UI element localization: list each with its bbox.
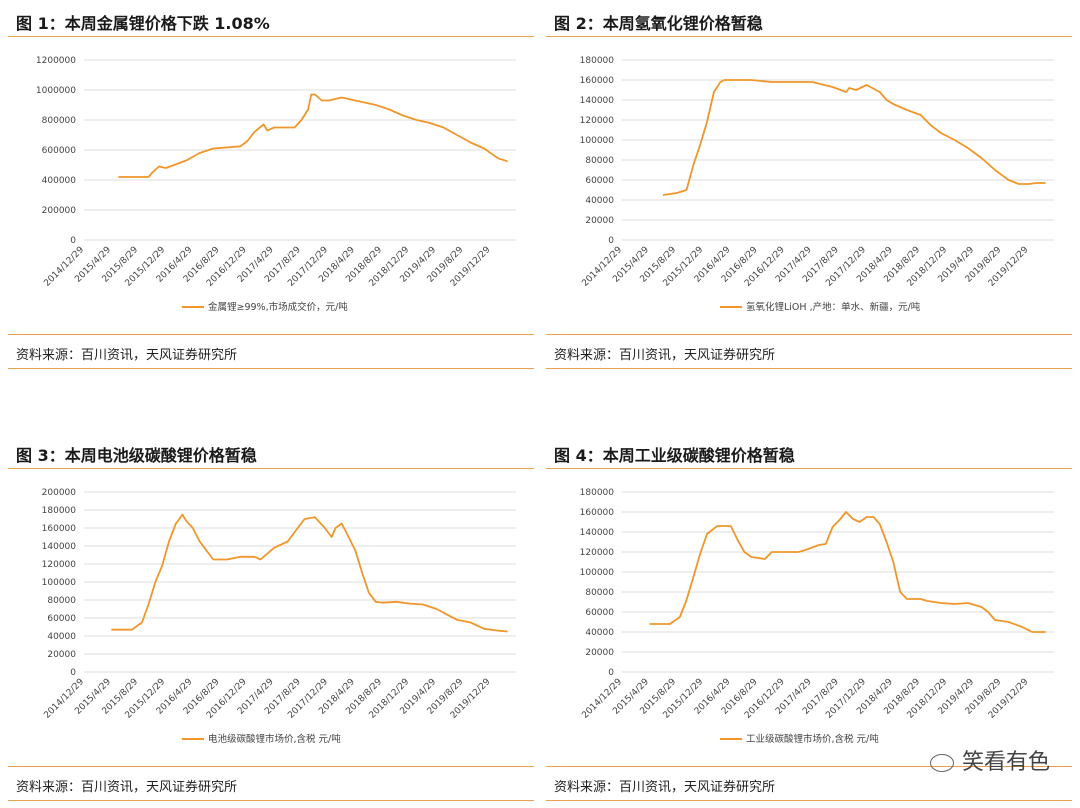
y-tick-label: 60000: [585, 608, 614, 618]
y-tick-label: 120000: [580, 548, 615, 558]
y-tick-label: 80000: [47, 596, 76, 606]
y-tick-label: 140000: [42, 542, 77, 552]
watermark: 笑看有色: [929, 744, 1050, 776]
divider: [546, 36, 1072, 37]
y-tick-label: 0: [608, 668, 614, 678]
figure-panel-2: 图 2：本周氢氧化锂价格暂稳 0 20000 40000 60000 80000 1000…: [546, 0, 1072, 370]
y-tick-label: 0: [608, 236, 614, 246]
series-line: [662, 79, 1046, 196]
legend-label: 金属锂≥99%,市场成交价，元/吨: [208, 301, 348, 313]
y-tick-label: 0: [70, 668, 76, 678]
divider: [8, 766, 534, 767]
divider: [8, 36, 534, 37]
legend-label: 氢氧化锂LiOH ,产地：单水、新疆，元/吨: [746, 301, 921, 313]
y-tick-label: 40000: [585, 196, 614, 206]
y-tick-label: 20000: [47, 650, 76, 660]
y-tick-label: 140000: [580, 96, 615, 106]
divider: [8, 468, 534, 469]
source-note: 资料来源：百川资讯，天风证券研究所: [16, 348, 238, 363]
divider: [8, 334, 534, 335]
y-tick-label: 120000: [42, 560, 77, 570]
y-tick-label: 60000: [585, 176, 614, 186]
y-tick-label: 160000: [42, 524, 77, 534]
divider: [546, 766, 1072, 767]
chart-3: 0 20000 40000 60000 80000 100000 120000 140000 1…: [42, 488, 516, 745]
source-note: 资料来源：百川资讯，天风证券研究所: [554, 348, 776, 363]
watermark-text: 笑看有色: [961, 750, 1050, 775]
divider: [546, 468, 1072, 469]
wechat-icon: [929, 754, 954, 772]
y-tick-label: 800000: [42, 116, 77, 126]
y-tick-label: 1200000: [36, 56, 76, 66]
figure-title: 图 1：本周金属锂价格下跌 1.08%: [16, 14, 270, 33]
y-tick-label: 100000: [580, 136, 615, 146]
figure-title: 图 3：本周电池级碳酸锂价格暂稳: [16, 446, 257, 465]
y-tick-label: 40000: [47, 632, 76, 642]
legend-label: 电池级碳酸锂市场价,含税 元/吨: [208, 733, 341, 745]
y-tick-label: 60000: [47, 614, 76, 624]
series-line: [118, 93, 508, 178]
y-tick-label: 100000: [580, 568, 615, 578]
y-tick-label: 200000: [42, 488, 77, 498]
y-tick-label: 160000: [580, 508, 615, 518]
divider: [546, 800, 1072, 801]
chart-2: 0 20000 40000 60000 80000 100000 120000 140000 1…: [580, 56, 1054, 313]
figure-title: 图 4：本周工业级碳酸锂价格暂稳: [554, 446, 795, 465]
y-tick-label: 120000: [580, 116, 615, 126]
figure-panel-3: 图 3：本周电池级碳酸锂价格暂稳 0 20000 40000 60000 80000 10…: [8, 432, 534, 802]
y-tick-label: 20000: [585, 216, 614, 226]
source-note: 资料来源：百川资讯，天风证券研究所: [16, 780, 238, 795]
y-tick-label: 1000000: [36, 86, 76, 96]
chart-1: 0200000400000600000800000100000012000002…: [36, 56, 516, 313]
y-tick-label: 40000: [585, 628, 614, 638]
y-tick-label: 200000: [42, 206, 77, 216]
chart-4: 0 20000 40000 60000 80000 100000 120000 140000 1…: [580, 488, 1054, 745]
y-tick-label: 180000: [580, 56, 615, 66]
y-tick-label: 400000: [42, 176, 77, 186]
y-tick-label: 160000: [580, 76, 615, 86]
y-tick-label: 180000: [580, 488, 615, 498]
series-line: [111, 513, 508, 633]
figure-title: 图 2：本周氢氧化锂价格暂稳: [554, 14, 763, 33]
y-tick-label: 180000: [42, 506, 77, 516]
figure-panel-4: 图 4：本周工业级碳酸锂价格暂稳 0 20000 40000 60000 80000 10…: [546, 432, 1072, 802]
y-tick-label: 140000: [580, 528, 615, 538]
divider: [546, 334, 1072, 335]
divider: [8, 368, 534, 369]
y-tick-label: 0: [70, 236, 76, 246]
y-tick-label: 80000: [585, 156, 614, 166]
divider: [8, 800, 534, 801]
y-tick-label: 80000: [585, 588, 614, 598]
divider: [546, 368, 1072, 369]
legend-label: 工业级碳酸锂市场价,含税 元/吨: [746, 733, 879, 745]
y-tick-label: 600000: [42, 146, 77, 156]
source-note: 资料来源：百川资讯，天风证券研究所: [554, 780, 776, 795]
y-tick-label: 100000: [42, 578, 77, 588]
series-line: [649, 511, 1046, 633]
figure-panel-1: 图 1：本周金属锂价格下跌 1.08% 0 200000 400000 600000 8…: [8, 0, 534, 370]
y-tick-label: 20000: [585, 648, 614, 658]
